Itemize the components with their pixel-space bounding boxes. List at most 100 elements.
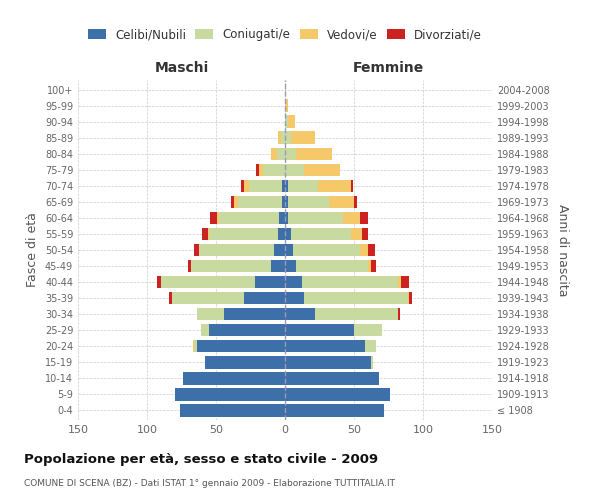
Bar <box>161 276 254 288</box>
Bar <box>398 276 401 288</box>
Bar <box>180 404 285 416</box>
Bar <box>362 228 368 240</box>
Bar <box>282 196 285 208</box>
Bar <box>202 228 208 240</box>
Bar <box>231 196 234 208</box>
Bar <box>193 340 194 352</box>
Bar <box>296 148 332 160</box>
Bar <box>354 196 357 208</box>
Bar <box>285 164 304 176</box>
Bar <box>285 84 286 96</box>
Bar <box>285 308 316 320</box>
Bar <box>224 308 285 320</box>
Bar <box>286 100 288 112</box>
Bar <box>285 356 371 368</box>
Bar <box>285 100 286 112</box>
Bar <box>157 276 161 288</box>
Bar <box>211 212 217 224</box>
Bar <box>194 244 199 256</box>
Text: COMUNE DI SCENA (BZ) - Dati ISTAT 1° gennaio 2009 - Elaborazione TUTTITALIA.IT: COMUNE DI SCENA (BZ) - Dati ISTAT 1° gen… <box>24 479 395 488</box>
Legend: Celibi/Nubili, Coniugati/e, Vedovi/e, Divorziati/e: Celibi/Nubili, Coniugati/e, Vedovi/e, Di… <box>88 28 482 41</box>
Bar <box>244 180 249 192</box>
Bar <box>354 324 382 336</box>
Bar <box>293 244 359 256</box>
Bar <box>285 372 379 384</box>
Bar <box>285 244 293 256</box>
Bar <box>365 340 376 352</box>
Bar <box>371 356 373 368</box>
Bar <box>288 180 318 192</box>
Bar <box>285 260 296 272</box>
Bar <box>271 260 285 272</box>
Bar <box>288 196 329 208</box>
Bar <box>254 276 285 288</box>
Bar <box>169 292 172 304</box>
Bar <box>343 212 359 224</box>
Y-axis label: Anni di nascita: Anni di nascita <box>556 204 569 296</box>
Bar <box>401 276 409 288</box>
Bar <box>238 196 282 208</box>
Text: Popolazione per età, sesso e stato civile - 2009: Popolazione per età, sesso e stato civil… <box>24 452 378 466</box>
Y-axis label: Fasce di età: Fasce di età <box>26 212 39 288</box>
Bar <box>282 180 285 192</box>
Bar <box>199 244 274 256</box>
Bar <box>278 132 281 144</box>
Text: Femmine: Femmine <box>353 61 424 75</box>
Bar <box>296 260 368 272</box>
Bar <box>201 324 209 336</box>
Bar <box>274 244 285 256</box>
Bar <box>249 180 282 192</box>
Bar <box>256 164 259 176</box>
Bar <box>285 388 390 400</box>
Bar <box>197 308 224 320</box>
Bar <box>234 196 238 208</box>
Bar <box>194 340 197 352</box>
Bar <box>285 148 296 160</box>
Bar <box>368 244 374 256</box>
Bar <box>351 180 353 192</box>
Bar <box>329 196 354 208</box>
Bar <box>197 340 285 352</box>
Bar <box>209 324 285 336</box>
Bar <box>288 212 343 224</box>
Bar <box>285 212 288 224</box>
Bar <box>290 228 351 240</box>
Bar <box>316 308 398 320</box>
Bar <box>217 212 219 224</box>
Bar <box>285 324 354 336</box>
Bar <box>259 164 263 176</box>
Bar <box>205 356 285 368</box>
Bar <box>278 228 285 240</box>
Bar <box>302 276 398 288</box>
Bar <box>304 292 408 304</box>
Bar <box>285 132 290 144</box>
Bar <box>371 260 376 272</box>
Bar <box>285 404 385 416</box>
Bar <box>318 180 351 192</box>
Bar <box>351 228 362 240</box>
Bar <box>191 260 271 272</box>
Bar <box>409 292 412 304</box>
Bar <box>359 244 368 256</box>
Bar <box>271 148 277 160</box>
Bar <box>285 196 288 208</box>
Bar <box>285 228 290 240</box>
Bar <box>304 164 340 176</box>
Bar <box>408 292 409 304</box>
Bar <box>263 164 285 176</box>
Bar <box>277 148 285 160</box>
Bar <box>359 212 368 224</box>
Bar <box>285 116 288 128</box>
Text: Maschi: Maschi <box>154 61 209 75</box>
Bar <box>368 260 371 272</box>
Bar <box>398 308 400 320</box>
Bar <box>244 292 285 304</box>
Bar <box>290 132 316 144</box>
Bar <box>175 388 285 400</box>
Bar <box>209 228 278 240</box>
Bar <box>183 372 285 384</box>
Bar <box>241 180 244 192</box>
Bar <box>288 116 295 128</box>
Bar <box>285 340 365 352</box>
Bar <box>172 292 244 304</box>
